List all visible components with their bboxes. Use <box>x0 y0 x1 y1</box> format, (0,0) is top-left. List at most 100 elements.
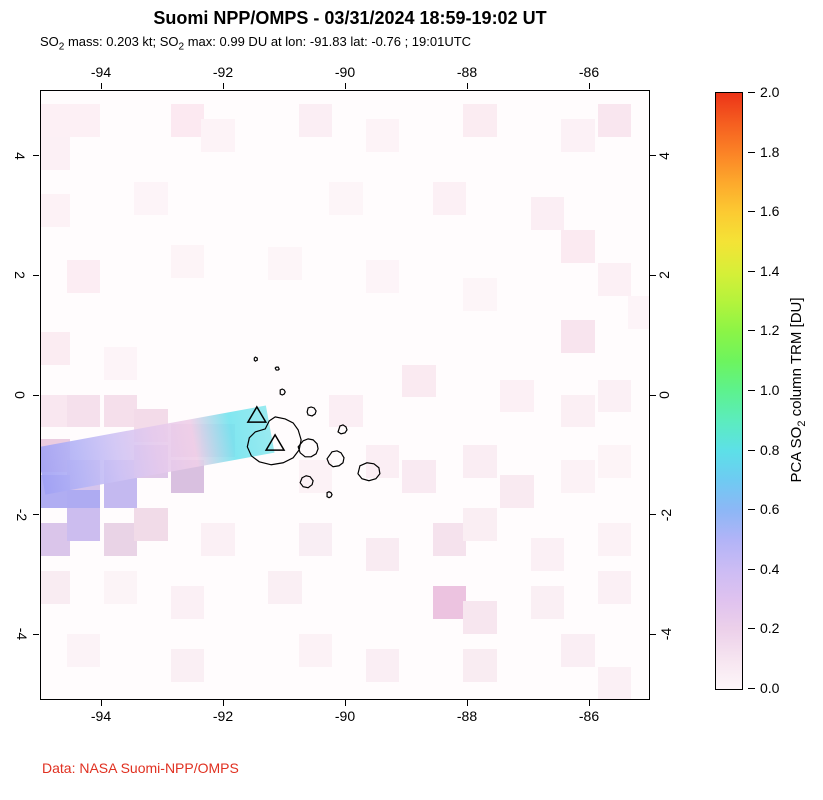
y-tick-label-right: 0 <box>656 391 672 399</box>
colorbar-segment <box>716 361 742 391</box>
heatmap-cell <box>299 523 333 556</box>
map-plot-area <box>40 90 650 700</box>
y-tick-label-right: 2 <box>656 271 672 279</box>
heatmap-cell <box>433 182 467 215</box>
x-tick-label-top: -90 <box>335 64 355 80</box>
heatmap-cell <box>40 104 70 137</box>
heatmap-cell <box>67 508 101 541</box>
colorbar-tick-label: 0.2 <box>760 620 779 636</box>
heatmap-cell <box>366 538 400 571</box>
chart-title: Suomi NPP/OMPS - 03/31/2024 18:59-19:02 … <box>0 8 700 29</box>
page-root: Suomi NPP/OMPS - 03/31/2024 18:59-19:02 … <box>0 0 823 800</box>
colorbar-segment <box>716 182 742 212</box>
y-tick-mark <box>650 395 656 396</box>
heatmap-cell <box>561 119 595 152</box>
y-tick-label-right: -2 <box>658 508 674 520</box>
so2-max-value: 0.99 DU <box>220 34 268 49</box>
heatmap-cell <box>40 523 70 556</box>
heatmap-cell <box>500 380 534 413</box>
y-tick-mark <box>650 514 656 515</box>
heatmap-cell <box>433 523 467 556</box>
colorbar-segment <box>716 391 742 421</box>
heatmap-cell <box>598 667 632 700</box>
heatmap-cell <box>67 395 101 428</box>
coastline-path <box>307 407 316 416</box>
heatmap-cell <box>299 460 333 493</box>
heatmap-cell <box>402 365 436 398</box>
colorbar-segment <box>716 421 742 451</box>
y-tick-mark <box>650 275 656 276</box>
heatmap-cell <box>402 460 436 493</box>
heatmap-cell <box>366 649 400 682</box>
x-tick-mark <box>223 83 224 89</box>
heatmap-cell <box>134 508 168 541</box>
y-tick-label-left: 0 <box>12 391 28 399</box>
x-tick-mark <box>223 700 224 706</box>
y-tick-mark <box>650 155 656 156</box>
heatmap-cell <box>67 104 101 137</box>
colorbar-segment <box>716 302 742 332</box>
heatmap-cell <box>598 445 632 478</box>
colorbar-segment <box>716 123 742 153</box>
colorbar-tick-label: 0.0 <box>760 680 779 696</box>
x-tick-mark <box>101 700 102 706</box>
coastline-path <box>275 367 279 370</box>
data-credit: Data: NASA Suomi-NPP/OMPS <box>42 760 239 776</box>
colorbar-tick-label: 0.4 <box>760 561 779 577</box>
colorbar-label-text: PCA SO2 column TRM [DU] <box>788 297 805 482</box>
colorbar-segment <box>716 153 742 183</box>
heatmap-cell <box>329 395 363 428</box>
y-tick-label-left: 2 <box>12 271 28 279</box>
colorbar-segment <box>716 510 742 540</box>
heatmap-cell <box>104 347 138 380</box>
x-tick-label-bottom: -90 <box>335 708 355 724</box>
x-tick-label-bottom: -88 <box>457 708 477 724</box>
heatmap-cell <box>40 137 70 170</box>
so2-mass-value: 0.203 kt <box>106 34 152 49</box>
x-tick-mark <box>345 83 346 89</box>
y-tick-label-left: 4 <box>12 152 28 160</box>
colorbar-tick-mark <box>748 211 755 212</box>
heatmap-cell <box>561 460 595 493</box>
lon-value: -91.83 <box>310 34 347 49</box>
y-tick-label-left: -2 <box>14 508 30 520</box>
heatmap-cell <box>171 586 205 619</box>
heatmap-cell <box>67 260 101 293</box>
x-tick-label-top: -92 <box>213 64 233 80</box>
colorbar-tick-label: 1.4 <box>760 263 779 279</box>
time-value: 19:01UTC <box>412 34 471 49</box>
heatmap-cell <box>463 278 497 311</box>
heatmap-cell <box>201 523 235 556</box>
coastline-path <box>280 389 285 395</box>
heatmap-cell <box>67 634 101 667</box>
colorbar-tick-label: 1.8 <box>760 144 779 160</box>
heatmap-cell <box>531 586 565 619</box>
x-tick-mark <box>467 700 468 706</box>
heatmap-cell <box>40 395 70 428</box>
heatmap-cell <box>598 263 632 296</box>
heatmap-cell <box>628 296 650 329</box>
colorbar-segment <box>716 600 742 630</box>
colorbar-segment <box>716 212 742 242</box>
coastline-path <box>298 439 318 457</box>
y-tick-mark <box>33 634 39 635</box>
x-tick-mark <box>589 83 590 89</box>
colorbar-tick-label: 1.2 <box>760 322 779 338</box>
heatmap-cell <box>463 601 497 634</box>
heatmap-cell <box>299 104 333 137</box>
y-tick-label-right: -4 <box>658 628 674 640</box>
so2-mass-label: SO2 mass: <box>40 34 106 49</box>
heatmap-cell <box>463 508 497 541</box>
heatmap-cell <box>561 634 595 667</box>
x-tick-label-top: -86 <box>579 64 599 80</box>
heatmap-cell <box>104 395 138 428</box>
colorbar-segment <box>716 570 742 600</box>
heatmap-cell <box>171 104 205 137</box>
x-tick-label-bottom: -92 <box>213 708 233 724</box>
colorbar-tick-mark <box>748 92 755 93</box>
time-label: ; <box>401 34 412 49</box>
x-tick-mark <box>589 700 590 706</box>
heatmap-cell <box>561 395 595 428</box>
lat-label: lat: <box>347 34 372 49</box>
heatmap-cell <box>40 571 70 604</box>
